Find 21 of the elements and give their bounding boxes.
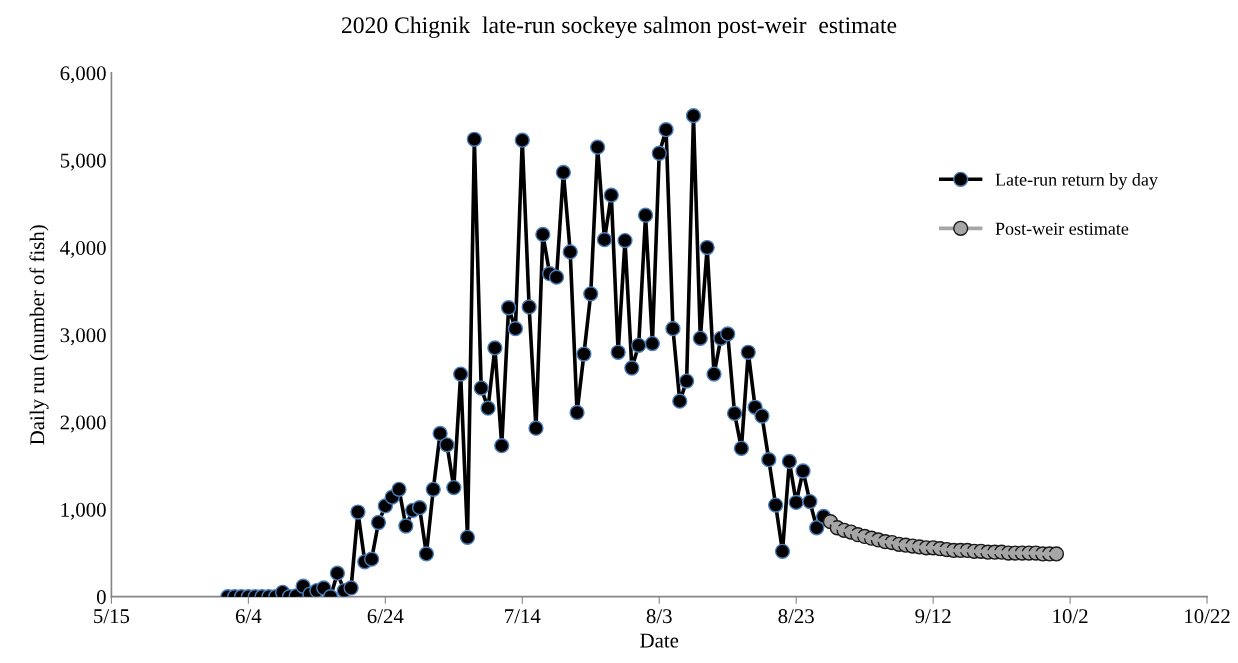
legend-label: Post-weir estimate xyxy=(995,222,1129,235)
chart-title: 2020 Chignik late-run sockeye salmon post-weir estimate xyxy=(342,16,897,39)
legend-label: Late-run return by day xyxy=(995,173,1158,190)
x-tick-label: 6/4 xyxy=(235,609,262,624)
x-tick-label: 8/3 xyxy=(646,609,672,624)
y-tick-label: 5,000 xyxy=(60,153,106,171)
y-tick-label: 4,000 xyxy=(60,240,106,258)
x-axis-title: Date xyxy=(640,633,679,648)
x-tick-label: 8/23 xyxy=(778,609,814,624)
x-tick-label: 10/22 xyxy=(1185,609,1230,624)
x-tick-label: 9/12 xyxy=(915,609,951,624)
y-tick-label: 6,000 xyxy=(60,66,106,84)
y-tick-label: 1,000 xyxy=(61,502,106,520)
x-tick-label: 7/14 xyxy=(505,609,541,624)
x-tick-label: 5/15 xyxy=(94,609,130,624)
y-tick-label: 3,000 xyxy=(60,328,106,346)
x-tick-label: 6/24 xyxy=(367,609,404,624)
y-tick-label: 2,000 xyxy=(60,415,106,433)
y-tick-label: 0 xyxy=(96,590,106,605)
x-tick-label: 10/2 xyxy=(1053,609,1088,624)
y-axis-title: Daily run (number of fish) xyxy=(29,225,49,445)
